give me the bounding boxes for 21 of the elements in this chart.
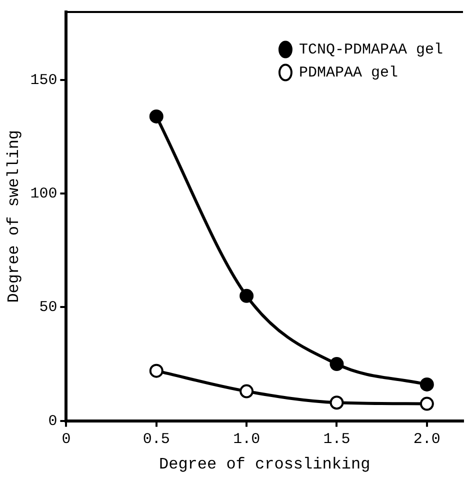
x-tick-label: 1.0 <box>233 430 260 448</box>
x-tick-label: 2.0 <box>413 430 440 448</box>
y-tick-label: 100 <box>30 186 58 203</box>
x-tick-label: 1.5 <box>323 430 350 448</box>
legend-label: PDMAPAA gel <box>298 64 398 82</box>
y-axis-title: Degree of swelling <box>4 130 23 303</box>
point <box>420 396 434 411</box>
point <box>330 396 344 410</box>
x-tick-label: 0 <box>62 430 71 448</box>
point <box>240 384 254 398</box>
point <box>420 377 434 392</box>
point <box>149 109 164 124</box>
point <box>149 364 164 378</box>
y-tick-label: 0 <box>48 412 58 430</box>
legend-label: TCNQ-PDMAPAA gel <box>298 41 444 58</box>
x-tick-label: 0.5 <box>142 430 170 448</box>
point <box>330 357 344 372</box>
x-axis-title: Degree of crosslinking <box>158 456 370 474</box>
point <box>240 288 254 303</box>
y-tick-label: 50 <box>39 299 58 316</box>
y-tick-label: 150 <box>30 72 58 90</box>
